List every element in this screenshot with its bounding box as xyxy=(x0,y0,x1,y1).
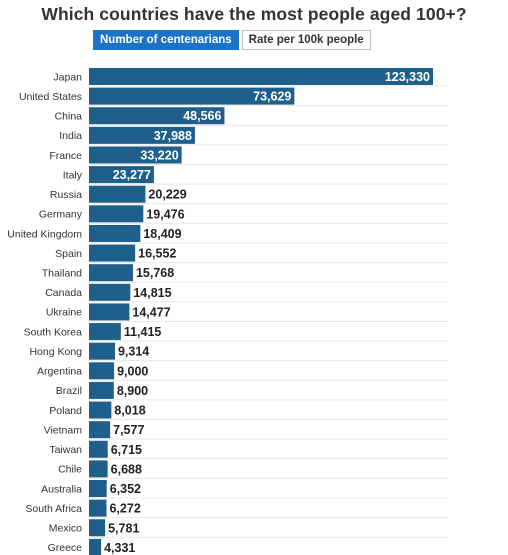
value-label-argentina: 9,000 xyxy=(117,364,148,378)
category-label-japan: Japan xyxy=(53,71,82,83)
value-label-australia: 6,352 xyxy=(110,482,141,496)
category-label-united-states: United States xyxy=(19,91,82,103)
value-label-south-africa: 6,272 xyxy=(109,502,140,516)
category-label-china: China xyxy=(55,111,83,123)
bar-spain[interactable] xyxy=(89,244,136,262)
value-label-hong-kong: 9,314 xyxy=(118,345,149,359)
value-label-vietnam: 7,577 xyxy=(113,423,144,437)
bar-united-kingdom[interactable] xyxy=(89,224,141,242)
category-label-united-kingdom: United Kingdom xyxy=(7,228,82,240)
bar-greece[interactable] xyxy=(89,538,102,555)
category-label-thailand: Thailand xyxy=(42,268,82,280)
value-label-south-korea: 11,415 xyxy=(124,325,162,339)
bar-ukraine[interactable] xyxy=(89,303,130,321)
value-label-brazil: 8,900 xyxy=(117,384,148,398)
category-label-india: India xyxy=(59,130,82,142)
bar-vietnam[interactable] xyxy=(89,421,111,439)
value-label-greece: 4,331 xyxy=(104,541,135,555)
bar-france[interactable] xyxy=(89,146,182,164)
category-label-south-korea: South Korea xyxy=(24,326,83,338)
value-label-thailand: 15,768 xyxy=(136,266,174,280)
bar-mexico[interactable] xyxy=(89,519,106,537)
bar-argentina[interactable] xyxy=(89,362,115,380)
category-label-chile: Chile xyxy=(58,464,82,476)
category-label-poland: Poland xyxy=(49,405,82,417)
bar-italy[interactable] xyxy=(89,166,154,184)
bar-canada[interactable] xyxy=(89,283,131,301)
bar-india[interactable] xyxy=(89,126,195,144)
value-label-united-kingdom: 18,409 xyxy=(143,227,181,241)
category-label-spain: Spain xyxy=(55,248,82,260)
value-label-taiwan: 6,715 xyxy=(111,443,142,457)
bar-thailand[interactable] xyxy=(89,264,133,282)
category-label-france: France xyxy=(49,150,82,162)
bar-taiwan[interactable] xyxy=(89,440,108,458)
bar-chile[interactable] xyxy=(89,460,108,478)
category-label-ukraine: Ukraine xyxy=(46,307,82,319)
metric-toggle: Number of centenarians Rate per 100k peo… xyxy=(93,30,371,50)
bar-hong-kong[interactable] xyxy=(89,342,115,360)
chart-title: Which countries have the most people age… xyxy=(41,4,467,24)
category-label-taiwan: Taiwan xyxy=(49,444,82,456)
value-label-united-states: 73,629 xyxy=(253,90,291,104)
bar-south-africa[interactable] xyxy=(89,499,107,517)
value-label-india: 37,988 xyxy=(154,129,192,143)
bar-poland[interactable] xyxy=(89,401,112,419)
value-label-poland: 8,018 xyxy=(114,404,145,418)
value-label-germany: 19,476 xyxy=(146,207,184,221)
value-label-france: 33,220 xyxy=(140,148,178,162)
category-label-russia: Russia xyxy=(50,189,82,201)
toggle-number-of-centenarians[interactable]: Number of centenarians xyxy=(93,30,239,50)
bar-germany[interactable] xyxy=(89,205,144,223)
category-label-hong-kong: Hong Kong xyxy=(29,346,82,358)
value-label-russia: 20,229 xyxy=(148,188,186,202)
bar-japan[interactable] xyxy=(89,68,433,85)
value-label-spain: 16,552 xyxy=(138,247,176,261)
bar-australia[interactable] xyxy=(89,480,107,498)
category-label-australia: Australia xyxy=(41,483,82,495)
category-label-mexico: Mexico xyxy=(49,523,82,535)
category-label-canada: Canada xyxy=(45,287,82,299)
value-label-ukraine: 14,477 xyxy=(132,305,170,319)
value-label-italy: 23,277 xyxy=(113,168,151,182)
category-label-brazil: Brazil xyxy=(56,385,82,397)
value-label-canada: 14,815 xyxy=(133,286,171,300)
bar-south-korea[interactable] xyxy=(89,323,121,341)
value-label-japan: 123,330 xyxy=(385,70,430,84)
category-label-italy: Italy xyxy=(63,169,83,181)
category-label-argentina: Argentina xyxy=(37,366,82,378)
bar-china[interactable] xyxy=(89,107,225,125)
category-label-germany: Germany xyxy=(39,209,83,221)
category-label-greece: Greece xyxy=(48,542,83,554)
category-label-south-africa: South Africa xyxy=(25,503,82,515)
bar-brazil[interactable] xyxy=(89,381,114,399)
bar-russia[interactable] xyxy=(89,185,146,203)
value-label-chile: 6,688 xyxy=(111,462,142,476)
value-label-china: 48,566 xyxy=(183,109,221,123)
toggle-rate-per-100k[interactable]: Rate per 100k people xyxy=(241,30,371,50)
bar-united-states[interactable] xyxy=(89,87,295,105)
category-label-vietnam: Vietnam xyxy=(44,424,83,436)
value-label-mexico: 5,781 xyxy=(108,521,139,535)
